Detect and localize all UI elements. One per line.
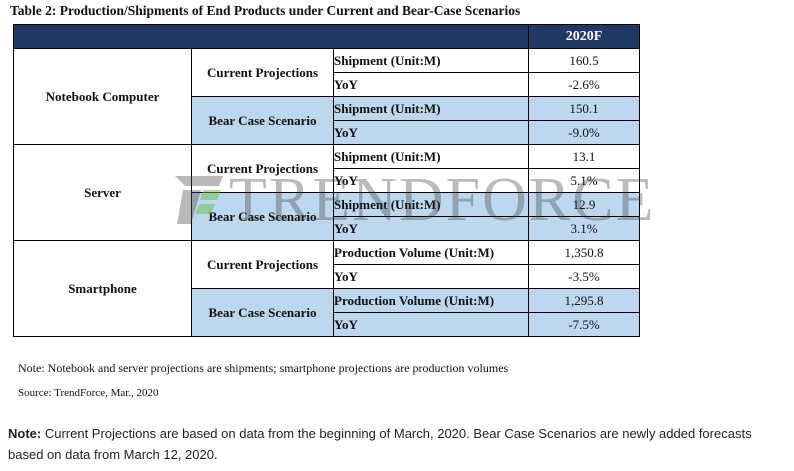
- metric-value: -9.0%: [528, 120, 641, 145]
- table-row: YoY -9.0%: [14, 120, 641, 145]
- metric-label: YoY: [332, 264, 530, 289]
- table-row: YoY -7.5%: [14, 312, 641, 337]
- scenario-bear: Bear Case Scenario: [191, 96, 334, 145]
- table-wrapper: 2020F Notebook Computer Current Projecti…: [12, 24, 653, 354]
- table-row: YoY 3.1%: [14, 216, 641, 241]
- metric-value: 1,350.8: [528, 240, 641, 265]
- table-note: Note: Notebook and server projections ar…: [18, 361, 509, 375]
- metric-value: -3.5%: [528, 264, 641, 289]
- metric-label: Shipment (Unit:M): [332, 96, 530, 121]
- metric-label: Production Volume (Unit:M): [332, 288, 530, 313]
- table-source: Source: TrendForce, Mar., 2020: [18, 387, 159, 399]
- product-notebook: Notebook Computer: [13, 48, 192, 145]
- product-server: Server: [13, 144, 192, 241]
- year-header: 2020F: [528, 24, 641, 49]
- scenario-current: Current Projections: [191, 48, 334, 97]
- table-row: Bear Case Scenario Production Volume (Un…: [14, 288, 641, 337]
- scenario-bear: Bear Case Scenario: [191, 288, 334, 337]
- table-row: Bear Case Scenario Shipment (Unit:M) 150…: [14, 96, 641, 145]
- product-smartphone: Smartphone: [13, 240, 192, 337]
- header-blank-cell: [12, 24, 530, 49]
- metric-label: Shipment (Unit:M): [332, 192, 530, 217]
- scenario-bear: Bear Case Scenario: [191, 192, 334, 241]
- metric-value: -2.6%: [528, 72, 641, 97]
- metric-value: 150.1: [528, 96, 641, 121]
- metric-label: Shipment (Unit:M): [332, 144, 530, 169]
- footnote-text: Current Projections are based on data fr…: [8, 426, 752, 462]
- table-title: Table 2: Production/Shipments of End Pro…: [10, 3, 521, 18]
- metric-label: YoY: [332, 312, 530, 337]
- metric-label: Production Volume (Unit:M): [332, 240, 530, 265]
- metric-value: -7.5%: [528, 312, 641, 337]
- metric-label: YoY: [332, 216, 530, 241]
- metric-value: 1,295.8: [528, 288, 641, 313]
- footnote-label: Note:: [8, 426, 42, 441]
- projection-table: 2020F Notebook Computer Current Projecti…: [12, 24, 641, 337]
- metric-value: 160.5: [528, 48, 641, 73]
- metric-value: 5.1%: [528, 168, 641, 193]
- metric-value: 12.9: [528, 192, 641, 217]
- metric-value: 3.1%: [528, 216, 641, 241]
- table-row: Bear Case Scenario Shipment (Unit:M) 12.…: [14, 192, 641, 241]
- metric-label: Shipment (Unit:M): [332, 48, 530, 73]
- page-footnote: Note: Current Projections are based on d…: [8, 423, 788, 465]
- table-row: YoY -3.5%: [14, 264, 641, 289]
- scenario-current: Current Projections: [191, 240, 334, 289]
- metric-label: YoY: [332, 72, 530, 97]
- metric-label: YoY: [332, 120, 530, 145]
- table-row: Smartphone Current Projections Productio…: [13, 240, 641, 337]
- table-row: YoY 5.1%: [14, 168, 641, 193]
- table-row: Server Current Projections Shipment (Uni…: [13, 144, 641, 241]
- table-header-row: 2020F: [12, 24, 641, 49]
- metric-label: YoY: [332, 168, 530, 193]
- metric-value: 13.1: [528, 144, 641, 169]
- scenario-current: Current Projections: [191, 144, 334, 193]
- table-row: Notebook Computer Current Projections Sh…: [13, 48, 641, 145]
